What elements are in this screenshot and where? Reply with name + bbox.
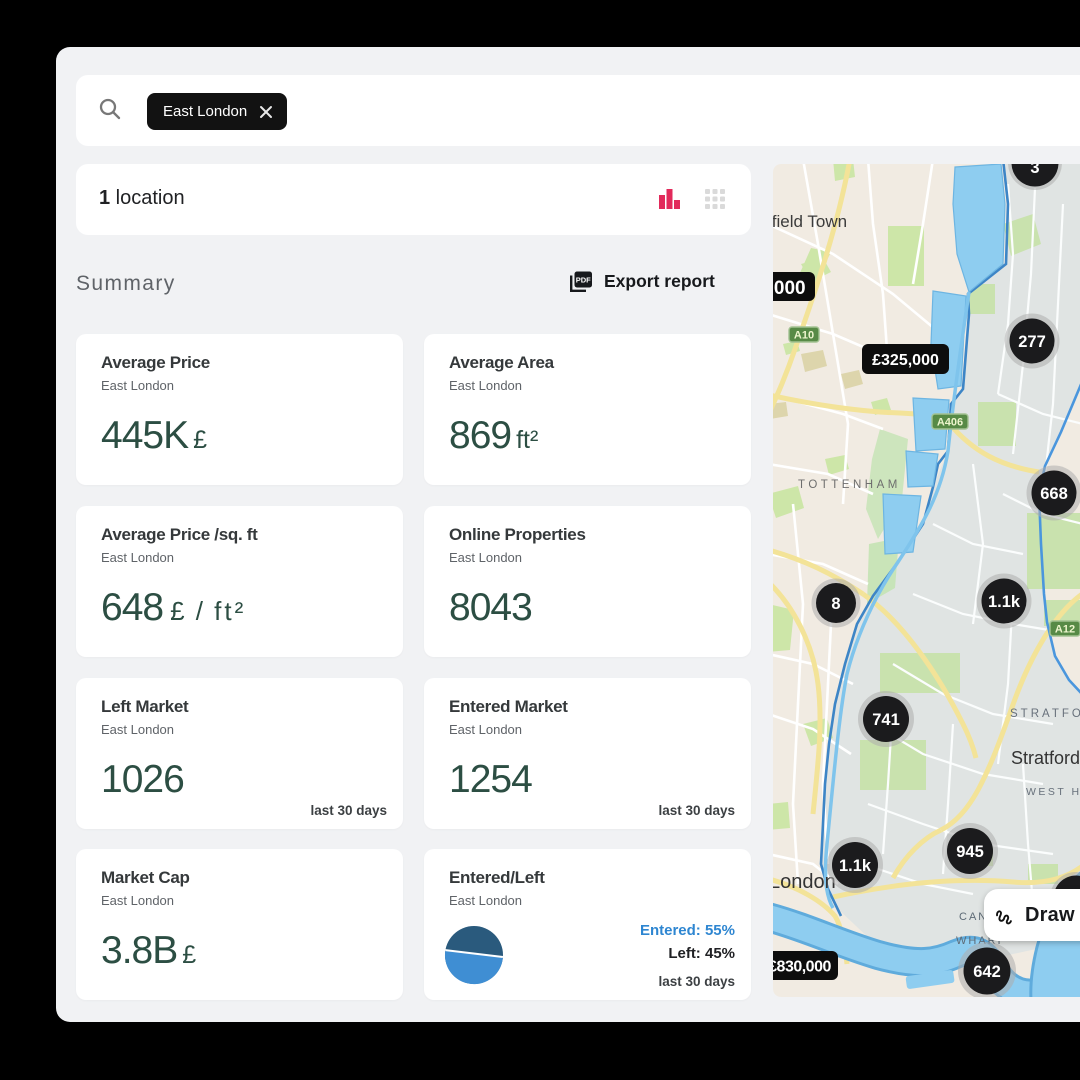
svg-text:Enfield Town: Enfield Town <box>773 212 847 231</box>
svg-text:741: 741 <box>872 711 900 729</box>
svg-text:STRATFORD: STRATFORD <box>1010 708 1080 720</box>
svg-text:277: 277 <box>1018 333 1046 351</box>
svg-text:3: 3 <box>1030 164 1039 177</box>
svg-text:£830,000: £830,000 <box>773 959 831 976</box>
svg-text:1.1k: 1.1k <box>988 593 1021 611</box>
svg-text:PDF: PDF <box>576 276 591 285</box>
svg-text:£350,000: £350,000 <box>773 278 806 299</box>
svg-text:A406: A406 <box>937 417 963 429</box>
svg-text:1.1k: 1.1k <box>839 857 872 875</box>
svg-text:Stratford: Stratford <box>1011 748 1080 768</box>
svg-text:642: 642 <box>973 963 1001 981</box>
svg-text:8: 8 <box>831 595 840 613</box>
svg-text:London: London <box>773 871 836 893</box>
svg-text:A10: A10 <box>794 330 814 342</box>
svg-text:TOTTENHAM: TOTTENHAM <box>798 479 901 491</box>
svg-text:945: 945 <box>956 843 984 861</box>
svg-text:A12: A12 <box>1055 624 1075 636</box>
svg-text:£325,000: £325,000 <box>872 352 939 369</box>
svg-text:668: 668 <box>1040 485 1068 503</box>
svg-text:WEST H: WEST H <box>1026 786 1080 798</box>
